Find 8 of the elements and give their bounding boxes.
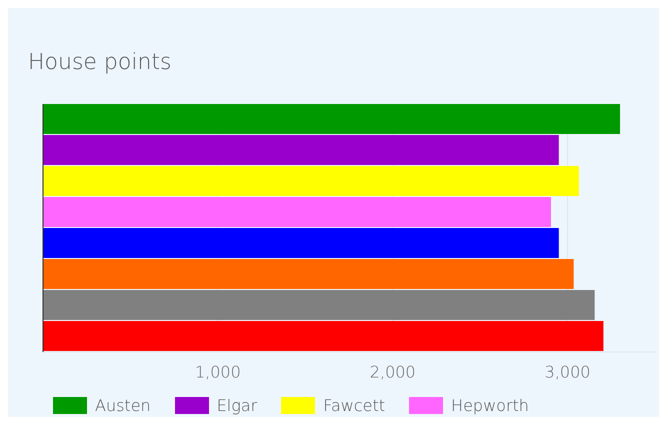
legend-label: Elgar — [216, 396, 258, 415]
x-tick-label: 1,000 — [194, 362, 241, 382]
legend-label: Austen — [95, 396, 151, 415]
legend-label: Fawcett — [323, 396, 386, 415]
x-tick-label: 3,000 — [544, 362, 590, 382]
legend-label: Hepworth — [451, 396, 529, 415]
x-tick-label: 2,000 — [370, 362, 416, 382]
chart-title: House points — [28, 50, 172, 75]
